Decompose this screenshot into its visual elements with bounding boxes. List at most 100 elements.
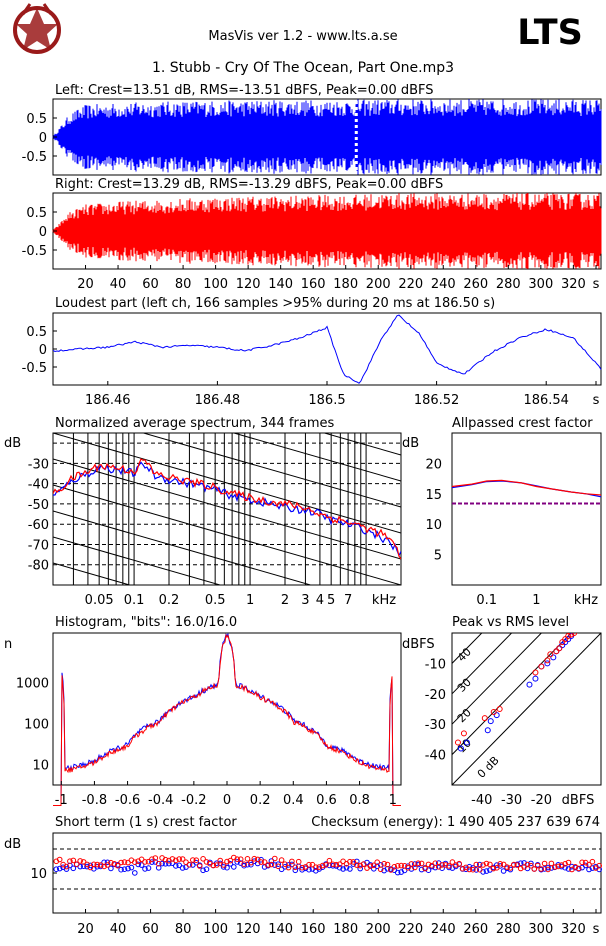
x-tick-label: 40 bbox=[110, 277, 127, 292]
x-tick-label: 1 bbox=[532, 593, 540, 608]
crest-point-left bbox=[494, 862, 500, 868]
plot-frame bbox=[52, 312, 602, 386]
crest-point-right bbox=[313, 864, 319, 871]
crest-point-right bbox=[555, 863, 562, 870]
crest-point-right bbox=[196, 863, 203, 869]
crest-point-right bbox=[360, 861, 367, 867]
crest-point-right bbox=[330, 861, 336, 868]
y-tick-label: -40 bbox=[28, 478, 49, 493]
crest-point-left bbox=[176, 862, 182, 869]
x-tick-label: 220 bbox=[398, 277, 423, 292]
checksum: Checksum (energy): 1 490 405 237 639 674 bbox=[311, 815, 600, 830]
crest-point-right bbox=[91, 861, 97, 868]
crest-point-left bbox=[589, 865, 596, 871]
crest-point-left bbox=[220, 864, 227, 870]
x-tick-label: 7 bbox=[344, 593, 352, 608]
crest-point-right bbox=[268, 861, 275, 868]
crest-point-left bbox=[173, 863, 179, 869]
y-unit: n bbox=[4, 637, 12, 652]
x-tick-label: -20 bbox=[531, 793, 552, 808]
crest-point-right bbox=[237, 856, 244, 863]
panel-title: Peak vs RMS level bbox=[452, 615, 569, 630]
crest-point-left bbox=[394, 869, 401, 876]
panel-title: Normalized average spectrum, 344 frames bbox=[55, 416, 334, 431]
crest-point-right bbox=[565, 859, 572, 866]
crest-point-right bbox=[511, 861, 517, 868]
x-tick-label: 280 bbox=[496, 922, 521, 937]
y-tick-label: 10 bbox=[32, 758, 49, 773]
y-tick-label: 10 bbox=[30, 867, 47, 882]
crest-point-left bbox=[541, 866, 548, 872]
y-unit: dB bbox=[4, 436, 21, 451]
crest-point-left bbox=[53, 866, 60, 873]
y-tick-label: 5 bbox=[434, 549, 442, 564]
x-tick-label: 186.5 bbox=[308, 393, 345, 408]
x-tick-label: 100 bbox=[203, 277, 228, 292]
x-tick-label: 80 bbox=[175, 922, 192, 937]
crest-point-right bbox=[336, 861, 343, 868]
crest-point-left bbox=[336, 864, 343, 871]
x-tick-label: -40 bbox=[471, 793, 492, 808]
y-tick-label: 0.5 bbox=[26, 206, 47, 221]
crest-point-right bbox=[193, 857, 200, 864]
crest-point-left bbox=[596, 866, 603, 873]
y-tick-label: 15 bbox=[425, 488, 442, 503]
crest-point-right bbox=[114, 862, 121, 869]
x-tick-label: kHz bbox=[372, 593, 396, 608]
x-tick-label: 140 bbox=[268, 277, 293, 292]
crest-point-right bbox=[97, 862, 104, 868]
x-tick-label: 40 bbox=[110, 922, 127, 937]
crest-point-right bbox=[374, 859, 381, 866]
crest-point-right bbox=[507, 865, 514, 871]
crest-point-left bbox=[524, 865, 531, 872]
panel-title: Histogram, "bits": 16.0/16.0 bbox=[55, 615, 237, 630]
spectrum-right bbox=[53, 458, 401, 560]
crest-point-right bbox=[248, 859, 254, 866]
crest-point-right bbox=[132, 859, 138, 866]
point-right bbox=[490, 709, 497, 716]
x-tick-label: 3 bbox=[301, 593, 309, 608]
crest-point-left bbox=[84, 863, 90, 870]
x-tick-label: 186.54 bbox=[523, 393, 569, 408]
crest-point-right bbox=[173, 857, 179, 864]
crest-point-right bbox=[155, 860, 162, 867]
crest-point-left bbox=[118, 866, 124, 873]
x-tick-label: 2 bbox=[281, 593, 289, 608]
crest-line-label: 30 bbox=[455, 676, 474, 695]
slope-line bbox=[141, 433, 401, 508]
crest-point-left bbox=[340, 866, 346, 872]
x-tick-label: kHz bbox=[574, 593, 598, 608]
crest-point-right bbox=[476, 866, 483, 873]
x-tick-label: -0.8 bbox=[82, 793, 107, 808]
x-tick-label: s bbox=[593, 277, 600, 292]
x-tick-label: 220 bbox=[398, 922, 423, 937]
crest-point-left bbox=[166, 860, 172, 867]
crest-point-right bbox=[545, 866, 551, 873]
crest-point-right bbox=[272, 855, 278, 862]
crest-line-label: 20 bbox=[455, 706, 474, 725]
crest-point-right bbox=[589, 858, 596, 865]
point-left bbox=[532, 675, 539, 682]
crest-point-right bbox=[108, 859, 114, 866]
x-tick-label: 60 bbox=[142, 277, 159, 292]
crest-point-right bbox=[596, 862, 603, 869]
plot-frame bbox=[52, 632, 402, 786]
crest-point-right bbox=[558, 862, 565, 868]
x-tick-label: 20 bbox=[77, 277, 94, 292]
x-tick-label: -30 bbox=[501, 793, 522, 808]
crest-point-right bbox=[381, 860, 387, 867]
crest-point-right bbox=[500, 861, 507, 868]
crest-point-right bbox=[391, 864, 398, 870]
crest-point-right bbox=[179, 856, 186, 862]
crest-point-left bbox=[121, 866, 128, 873]
crest-point-left bbox=[248, 861, 254, 868]
crest-point-right bbox=[56, 856, 63, 863]
y-tick-label: -40 bbox=[425, 749, 446, 764]
crest-point-right bbox=[265, 862, 271, 868]
crest-point-right bbox=[316, 864, 323, 870]
y-tick-label: -70 bbox=[28, 538, 49, 553]
slope-line bbox=[53, 329, 401, 429]
crest-point-right bbox=[367, 863, 374, 870]
crest-point-left bbox=[476, 861, 483, 868]
